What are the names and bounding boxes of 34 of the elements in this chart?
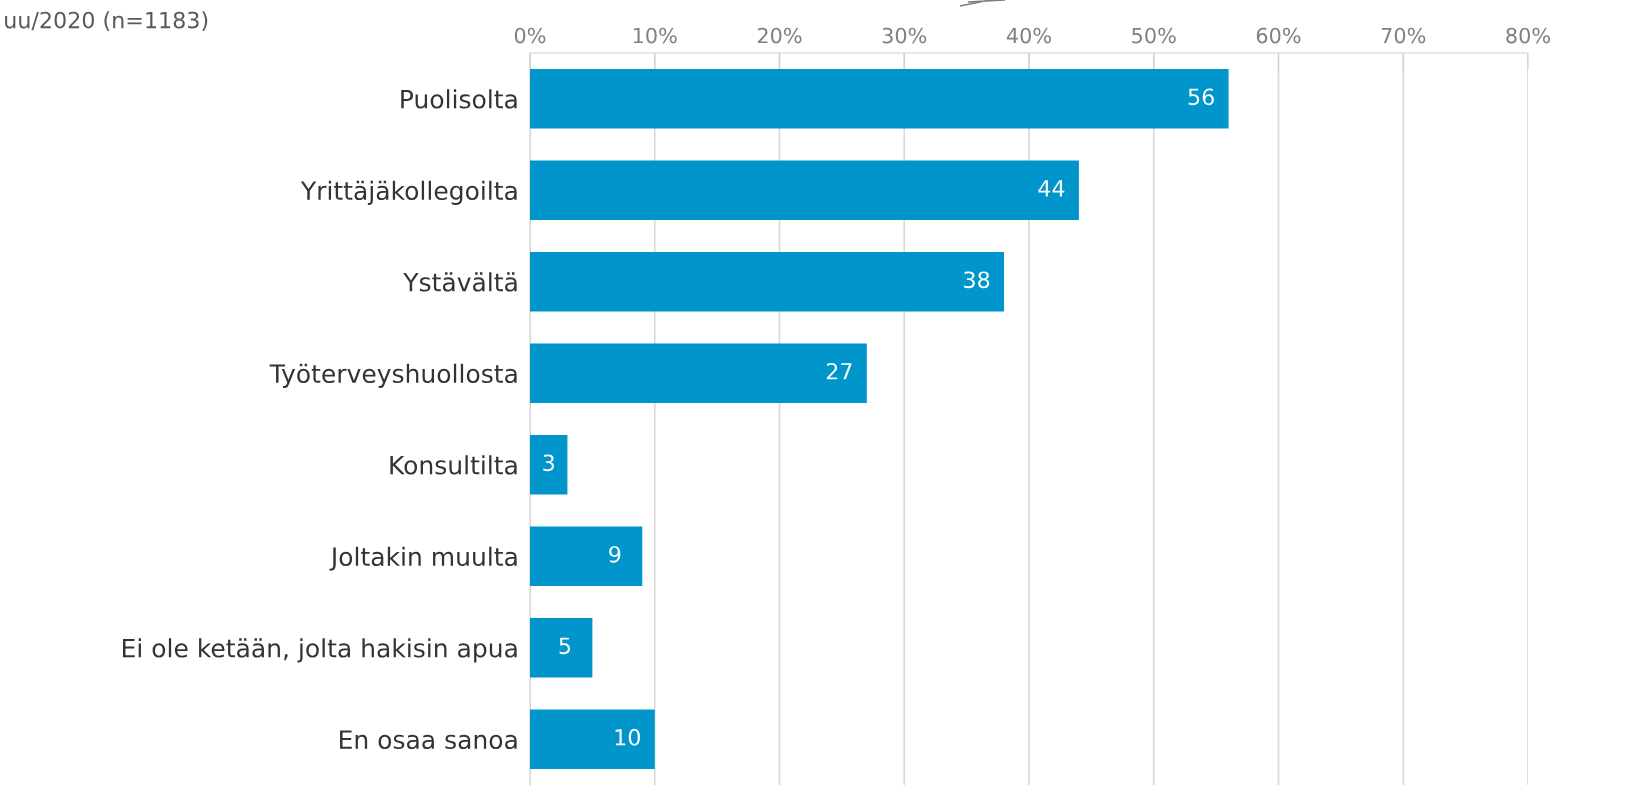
- bar: [530, 252, 1005, 312]
- data-label: 10: [615, 728, 640, 746]
- x-tick-label: 40%: [1006, 27, 1051, 44]
- bar: [530, 69, 1229, 129]
- x-tick-label: 30%: [882, 27, 927, 44]
- data-label: 27: [826, 362, 852, 380]
- x-tick-label: 60%: [1256, 27, 1301, 44]
- data-label: 9: [609, 545, 621, 563]
- y-tick-label: Joltakin muulta: [329, 546, 517, 571]
- bar: [530, 526, 643, 586]
- bar: [530, 343, 867, 403]
- bar: [530, 618, 593, 678]
- y-tick-label: Puolisolta: [401, 89, 517, 109]
- x-tick-label: 10%: [633, 27, 677, 44]
- bar: [530, 160, 1079, 220]
- data-label: 44: [1038, 180, 1065, 197]
- bar: [530, 709, 655, 769]
- x-tick-label: 0%: [514, 27, 546, 44]
- text: uu/2020 (n=1183): [5, 11, 208, 32]
- data-label: 56: [1188, 88, 1214, 106]
- y-tick-label: Yrittäjäkollegoilta: [300, 180, 517, 205]
- data-label: 3: [543, 454, 554, 472]
- data-label: 5: [559, 637, 571, 655]
- bar: [530, 435, 568, 495]
- y-tick-label: Työterveyshuollosta: [269, 363, 517, 388]
- x-tick-label: 70%: [1381, 27, 1426, 44]
- x-tick-label: 50%: [1132, 27, 1176, 44]
- y-tick-label: Ystävältä: [403, 272, 517, 292]
- y-tick-label: Ei ole ketään, jolta hakisin apua: [123, 638, 517, 663]
- y-tick-label: En osaa sanoa: [340, 730, 517, 750]
- x-tick-label: 20%: [757, 27, 802, 44]
- x-tick-label: 80%: [1506, 27, 1550, 44]
- y-tick-label: Konsultilta: [390, 455, 517, 475]
- data-label: 38: [964, 271, 990, 289]
